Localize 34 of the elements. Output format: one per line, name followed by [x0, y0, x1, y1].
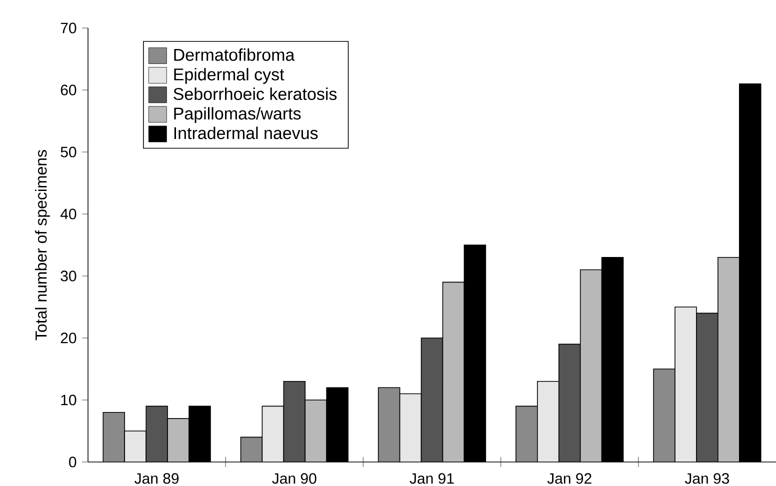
bar: [442, 282, 464, 462]
legend-label: Epidermal cyst: [174, 68, 284, 84]
x-tick-label: Jan 93: [684, 473, 730, 484]
y-tick-label: 0: [69, 456, 76, 468]
bar: [168, 418, 190, 462]
legend-label: Papillomas/warts: [174, 107, 301, 123]
bar: [305, 400, 327, 462]
legend-label: Dermatofibroma: [174, 48, 295, 61]
bar: [718, 256, 740, 462]
bar: [674, 306, 697, 462]
x-tick-label: Jan 91: [410, 473, 454, 484]
y-tick-label: 60: [60, 84, 76, 96]
legend-label: Intradermal naevus: [174, 126, 318, 140]
y-tick-label: 20: [60, 332, 76, 344]
bar: [400, 394, 422, 462]
bar: [537, 381, 559, 462]
bar: [558, 344, 580, 462]
bar: [284, 381, 306, 462]
y-tick-label: 30: [60, 270, 76, 282]
y-tick-label: 50: [60, 146, 76, 158]
bar: [696, 312, 718, 462]
bar: [262, 406, 284, 462]
bar: [124, 430, 146, 462]
bar: [146, 406, 168, 462]
y-tick-label: 70: [60, 22, 76, 34]
x-tick-label: Jan 92: [547, 473, 592, 484]
bar: [421, 338, 443, 462]
y-tick-label: 40: [60, 208, 76, 220]
y-tick-label: 10: [61, 394, 76, 406]
x-tick-label: Jan 89: [134, 473, 179, 484]
bar: [580, 270, 602, 462]
x-tick-label: Jan 90: [272, 473, 316, 484]
legend-label: Seborrhoeic keratosis: [174, 88, 337, 100]
y-axis-title: Total number of specimens: [35, 150, 50, 340]
